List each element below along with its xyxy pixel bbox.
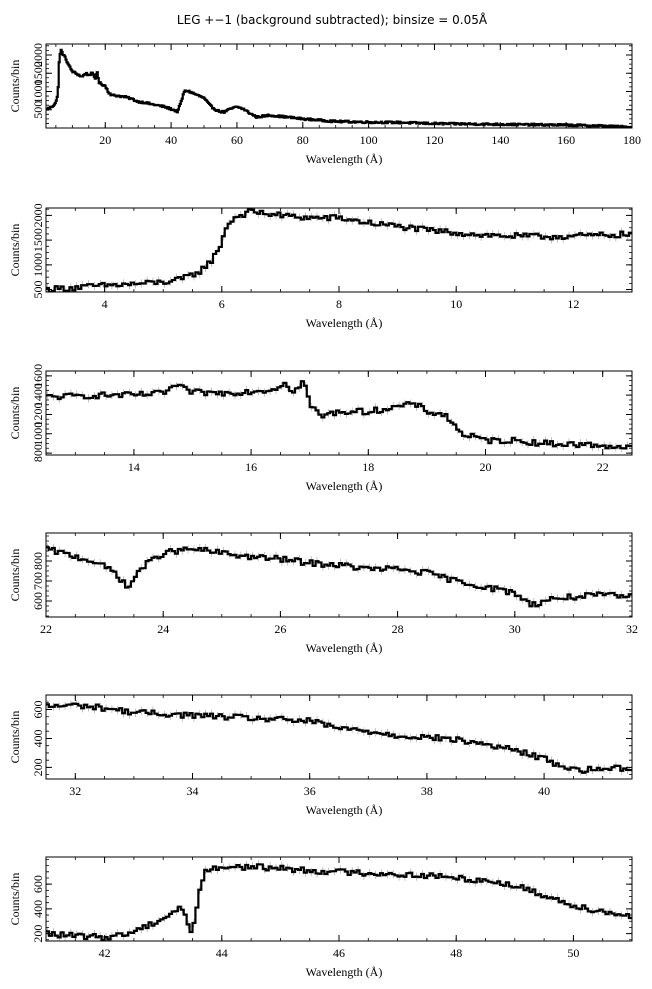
x-tick-label: 24 <box>157 622 169 636</box>
y-tick-label: 800 <box>31 444 45 462</box>
plot-frame <box>45 207 633 293</box>
y-axis-label: Counts/bin <box>8 873 22 926</box>
y-tick-label: 1200 <box>31 402 45 426</box>
x-axis-label: Wavelength (Å) <box>306 316 383 330</box>
chart-title: LEG +−1 (background subtracted); binsize… <box>177 12 488 27</box>
x-tick-label: 12 <box>567 297 579 311</box>
plot-frame <box>45 43 633 129</box>
y-axis-label: Counts/bin <box>8 711 22 764</box>
y-tick-label: 800 <box>31 552 45 570</box>
x-tick-label: 20 <box>99 133 111 147</box>
x-tick-label: 36 <box>304 784 316 798</box>
x-minor-ticks <box>45 208 633 292</box>
x-tick-label: 30 <box>509 622 521 636</box>
x-tick-label: 48 <box>450 946 462 960</box>
spectrum-line <box>46 48 632 128</box>
x-tick-label: 8 <box>336 297 342 311</box>
y-tick-label: 400 <box>31 729 45 747</box>
x-axis-label: Wavelength (Å) <box>306 965 383 979</box>
y-tick-label: 700 <box>31 572 45 590</box>
y-tick-label: 1000 <box>31 422 45 446</box>
y-tick-label: 1500 <box>31 61 45 85</box>
spectrum-line <box>46 208 632 292</box>
x-tick-label: 10 <box>450 297 462 311</box>
spectrum-line <box>46 380 632 450</box>
x-axis-label: Wavelength (Å) <box>306 479 383 493</box>
x-tick-label: 50 <box>567 946 579 960</box>
x-minor-ticks <box>55 44 633 128</box>
x-tick-label: 40 <box>538 784 550 798</box>
y-tick-label: 600 <box>31 700 45 718</box>
x-tick-label: 44 <box>216 946 228 960</box>
x-tick-label: 60 <box>231 133 243 147</box>
x-tick-label: 34 <box>187 784 199 798</box>
y-tick-label: 200 <box>31 758 45 776</box>
x-tick-label: 40 <box>165 133 177 147</box>
plot-frame <box>45 694 633 780</box>
panel-6: 42 44 46 48 50 200 400 600 Wavelength (Å) Counts/… <box>8 856 633 979</box>
y-tick-label: 1000 <box>31 253 45 277</box>
y-minor-ticks <box>46 208 632 290</box>
x-tick-label: 46 <box>333 946 345 960</box>
x-minor-ticks <box>45 695 633 779</box>
plot-frame <box>45 532 633 618</box>
y-tick-label: 600 <box>31 592 45 610</box>
y-tick-label: 600 <box>31 875 45 893</box>
y-tick-label: 500 <box>31 281 45 299</box>
x-tick-label: 180 <box>623 133 641 147</box>
x-tick-label: 18 <box>362 460 374 474</box>
y-axis-label: Counts/bin <box>8 387 22 440</box>
panel-5: 32 34 36 38 40 200 400 600 Wavelength (Å) Counts/… <box>8 694 633 817</box>
y-tick-label: 2000 <box>31 203 45 227</box>
spectrum-line <box>46 702 632 774</box>
panel-4: 22 24 26 28 30 32 600 700 800 Wavelength (Å) Count… <box>8 532 638 655</box>
x-tick-label: 100 <box>360 133 378 147</box>
error-bars <box>47 381 628 453</box>
y-tick-label: 500 <box>31 101 45 119</box>
x-tick-label: 32 <box>626 622 638 636</box>
x-tick-label: 14 <box>128 460 140 474</box>
x-tick-label: 22 <box>40 622 52 636</box>
y-tick-label: 1600 <box>31 364 45 388</box>
spectrum-line <box>46 546 632 608</box>
y-axis-label: Counts/bin <box>8 60 22 113</box>
y-tick-label: 1500 <box>31 228 45 252</box>
y-tick-label: 200 <box>31 925 45 943</box>
x-tick-label: 160 <box>557 133 575 147</box>
x-tick-label: 26 <box>274 622 286 636</box>
x-tick-label: 6 <box>219 297 225 311</box>
y-axis-label: Counts/bin <box>8 549 22 602</box>
y-minor-ticks <box>46 45 632 129</box>
x-minor-ticks <box>45 533 633 617</box>
error-bars <box>47 699 628 776</box>
x-tick-label: 42 <box>99 946 111 960</box>
x-tick-label: 140 <box>491 133 509 147</box>
x-tick-label: 22 <box>597 460 609 474</box>
error-bars <box>47 860 628 941</box>
spectrum-line <box>46 863 632 941</box>
x-tick-label: 28 <box>392 622 404 636</box>
y-tick-label: 2000 <box>31 43 45 67</box>
x-tick-label: 38 <box>421 784 433 798</box>
x-tick-label: 120 <box>425 133 443 147</box>
y-tick-label: 1400 <box>31 383 45 407</box>
x-axis-label: Wavelength (Å) <box>306 152 383 166</box>
x-axis-label: Wavelength (Å) <box>306 641 383 655</box>
y-tick-label: 400 <box>31 900 45 918</box>
x-tick-label: 4 <box>102 297 108 311</box>
x-tick-label: 16 <box>245 460 257 474</box>
y-minor-ticks <box>46 859 632 941</box>
x-axis-label: Wavelength (Å) <box>306 803 383 817</box>
panels: 20 40 60 80 100 120 140 160 180500100015002000Wa… <box>8 43 641 979</box>
x-tick-label: 20 <box>480 460 492 474</box>
x-tick-label: 80 <box>297 133 309 147</box>
y-axis-label: Counts/bin <box>8 224 22 277</box>
y-minor-ticks <box>46 694 632 776</box>
y-tick-label: 1000 <box>31 79 45 103</box>
x-tick-label: 32 <box>69 784 81 798</box>
